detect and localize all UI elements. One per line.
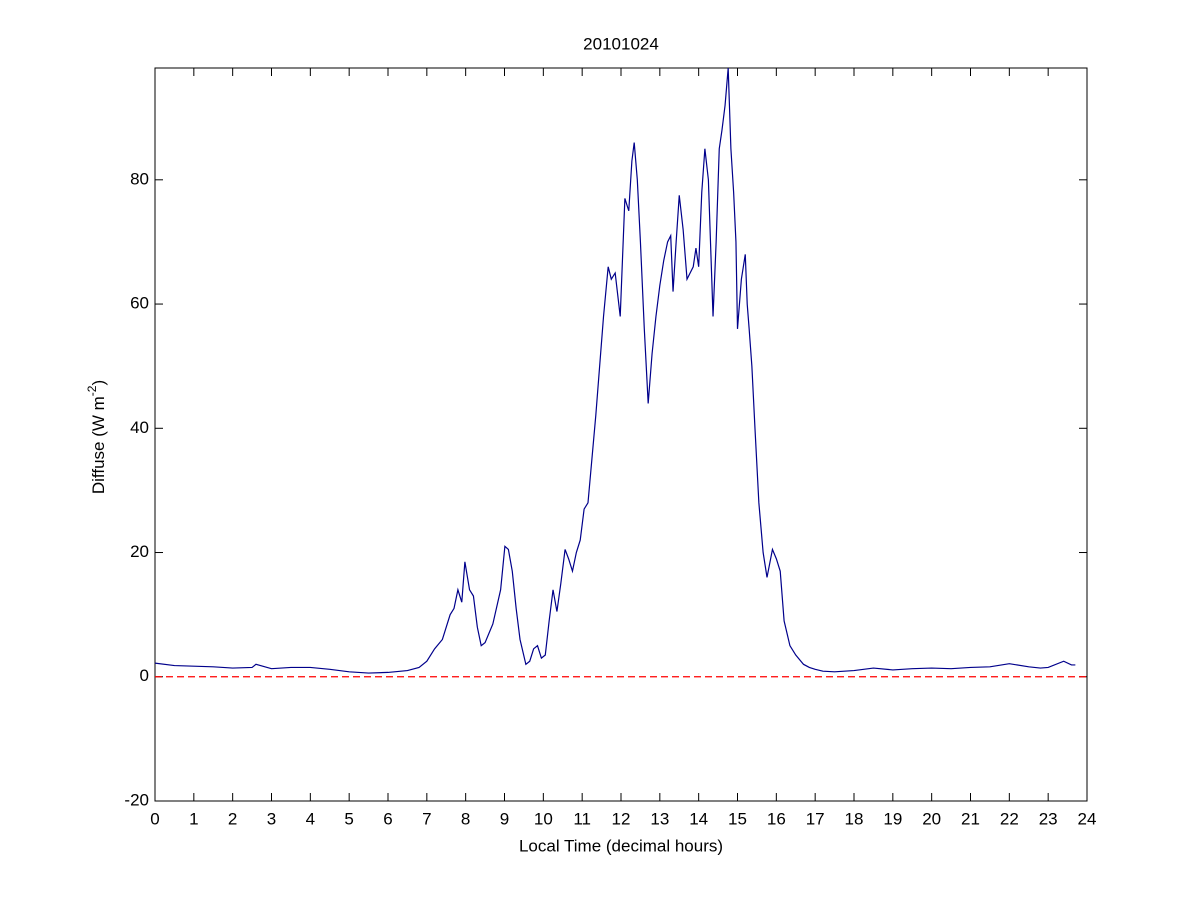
y-tick-label: 20 bbox=[130, 542, 149, 561]
x-tick-label: 16 bbox=[767, 809, 786, 828]
x-tick-label: 11 bbox=[573, 809, 591, 828]
y-tick-label: 40 bbox=[130, 418, 149, 437]
x-tick-label: 17 bbox=[806, 809, 825, 828]
x-tick-label: 0 bbox=[150, 809, 159, 828]
x-tick-label: 9 bbox=[500, 809, 509, 828]
x-tick-label: 13 bbox=[650, 809, 669, 828]
x-tick-label: 12 bbox=[612, 809, 631, 828]
x-tick-label: 4 bbox=[306, 809, 315, 828]
x-tick-label: 6 bbox=[383, 809, 392, 828]
x-tick-label: 8 bbox=[461, 809, 470, 828]
x-tick-label: 2 bbox=[228, 809, 237, 828]
y-label-tail: ) bbox=[89, 380, 108, 386]
x-tick-label: 20 bbox=[922, 809, 941, 828]
y-label-text: Diffuse (W m bbox=[89, 396, 108, 494]
y-label-superscript: -2 bbox=[85, 385, 99, 396]
x-tick-label: 21 bbox=[961, 809, 980, 828]
x-tick-label: 1 bbox=[189, 809, 198, 828]
x-tick-label: 23 bbox=[1039, 809, 1058, 828]
y-tick-label: 80 bbox=[130, 169, 149, 188]
y-tick-label: -20 bbox=[124, 790, 149, 809]
y-tick-label: 60 bbox=[130, 294, 149, 313]
data-line bbox=[154, 67, 1076, 674]
y-tick-label: 0 bbox=[140, 666, 149, 685]
x-axis-label: Local Time (decimal hours) bbox=[519, 836, 723, 855]
x-tick-label: 14 bbox=[689, 809, 708, 828]
x-tick-label: 19 bbox=[883, 809, 902, 828]
chart-title: 20101024 bbox=[583, 34, 659, 53]
x-tick-label: 22 bbox=[1000, 809, 1019, 828]
x-tick-label: 24 bbox=[1078, 809, 1097, 828]
x-tick-label: 10 bbox=[534, 809, 553, 828]
x-tick-label: 3 bbox=[267, 809, 276, 828]
y-axis-label: Diffuse (W m-2) bbox=[85, 380, 108, 494]
x-tick-label: 15 bbox=[728, 809, 747, 828]
x-tick-label: 18 bbox=[845, 809, 864, 828]
x-tick-label: 5 bbox=[344, 809, 353, 828]
x-tick-label: 7 bbox=[422, 809, 431, 828]
